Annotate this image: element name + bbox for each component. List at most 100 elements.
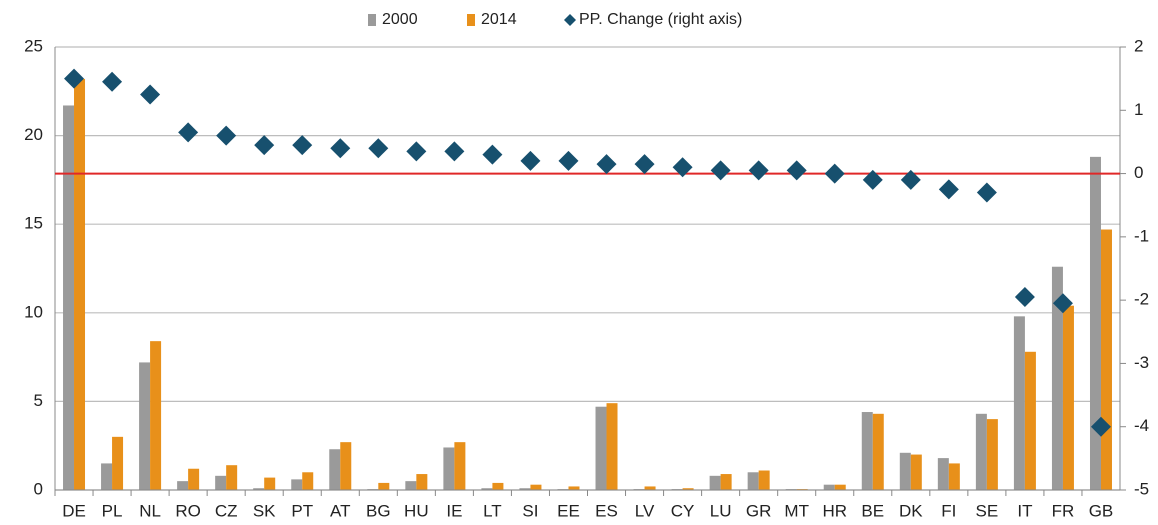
bar [872,413,884,490]
diamond-marker [520,150,541,171]
diamond-marker [634,154,655,175]
bar [226,465,238,490]
diamond-marker [786,160,807,181]
bar [150,341,162,490]
legend-swatch [467,14,475,26]
diamond-marker [938,179,959,200]
bar [899,452,911,490]
x-tick-label: AT [330,501,350,520]
x-tick-label: EE [557,501,580,520]
bar [568,486,580,490]
y2-tick-label: -5 [1134,479,1149,498]
y2-tick-label: -4 [1134,416,1149,435]
bar [329,449,341,490]
bar [823,484,835,490]
diamond-marker [102,71,123,92]
diamond-marker [748,160,769,181]
diamond-marker [862,169,883,190]
x-tick-label: IT [1017,501,1032,520]
y2-tick-label: -2 [1134,290,1149,309]
bar [74,78,86,491]
x-tick-label: CZ [215,501,238,520]
x-tick-label: LT [483,501,502,520]
x-tick-label: FI [941,501,956,520]
bar [481,488,493,490]
x-tick-label: DE [62,501,86,520]
diamond-marker [444,141,465,162]
y-tick-label: 20 [24,125,43,144]
x-tick-label: GB [1089,501,1114,520]
x-tick-label: ES [595,501,618,520]
x-tick-label: LV [635,501,655,520]
bar [530,484,542,490]
bar [291,479,303,490]
x-tick-label: NL [139,501,161,520]
x-tick-label: SK [253,501,276,520]
x-tick-label: HU [404,501,429,520]
legend-swatch [564,14,576,26]
diamond-marker [672,157,693,178]
x-tick-label: PL [102,501,123,520]
bar [606,403,618,490]
legend-label: 2000 [382,11,418,28]
bar [937,458,949,490]
bar [405,481,417,490]
diamond-marker [596,154,617,175]
diamond-marker [406,141,427,162]
bar [861,412,873,490]
x-tick-label: RO [175,501,201,520]
x-tick-label: IE [446,501,462,520]
bar [948,463,960,490]
diamond-marker [824,163,845,184]
bar [340,442,352,490]
diamond-marker [1052,293,1073,314]
y-tick-label: 0 [34,479,43,498]
y2-tick-label: 0 [1134,163,1143,182]
y2-tick-label: 2 [1134,36,1143,55]
diamond-marker [64,68,85,89]
bar [986,419,998,490]
bar [910,454,922,490]
bar [112,436,124,490]
bar [1100,229,1112,491]
legend-label: PP. Change (right axis) [579,11,742,28]
legend-swatch [368,14,376,26]
bar [378,482,390,490]
y-tick-label: 15 [24,214,43,233]
bar [1051,266,1063,490]
bar [720,474,732,490]
x-tick-label: MT [784,501,809,520]
diamond-marker [482,144,503,165]
bar [443,447,455,490]
bar [1062,305,1074,490]
bar [253,488,265,490]
bar [454,442,466,490]
bar [519,488,531,490]
x-tick-label: LU [710,501,732,520]
bar [101,463,113,490]
x-tick-label: PT [291,501,313,520]
x-tick-label: SE [976,501,999,520]
diamond-marker [330,138,351,159]
x-tick-label: CY [671,501,695,520]
y2-tick-label: -1 [1134,226,1149,245]
diamond-marker [368,138,389,159]
diamond-marker [900,169,921,190]
diamond-marker [292,135,313,156]
diamond-marker [216,125,237,146]
bar [1089,156,1101,490]
y2-tick-label: 1 [1134,100,1143,119]
diamond-marker [1090,416,1111,437]
y-tick-label: 5 [34,391,43,410]
x-tick-label: BG [366,501,391,520]
y-tick-label: 10 [24,302,43,321]
x-tick-label: HR [822,501,847,520]
bar [302,472,314,490]
bar [215,475,227,490]
x-tick-label: SI [522,501,538,520]
diamond-marker [254,135,275,156]
bar [188,468,200,490]
x-tick-label: BE [861,501,884,520]
bar [682,488,694,490]
